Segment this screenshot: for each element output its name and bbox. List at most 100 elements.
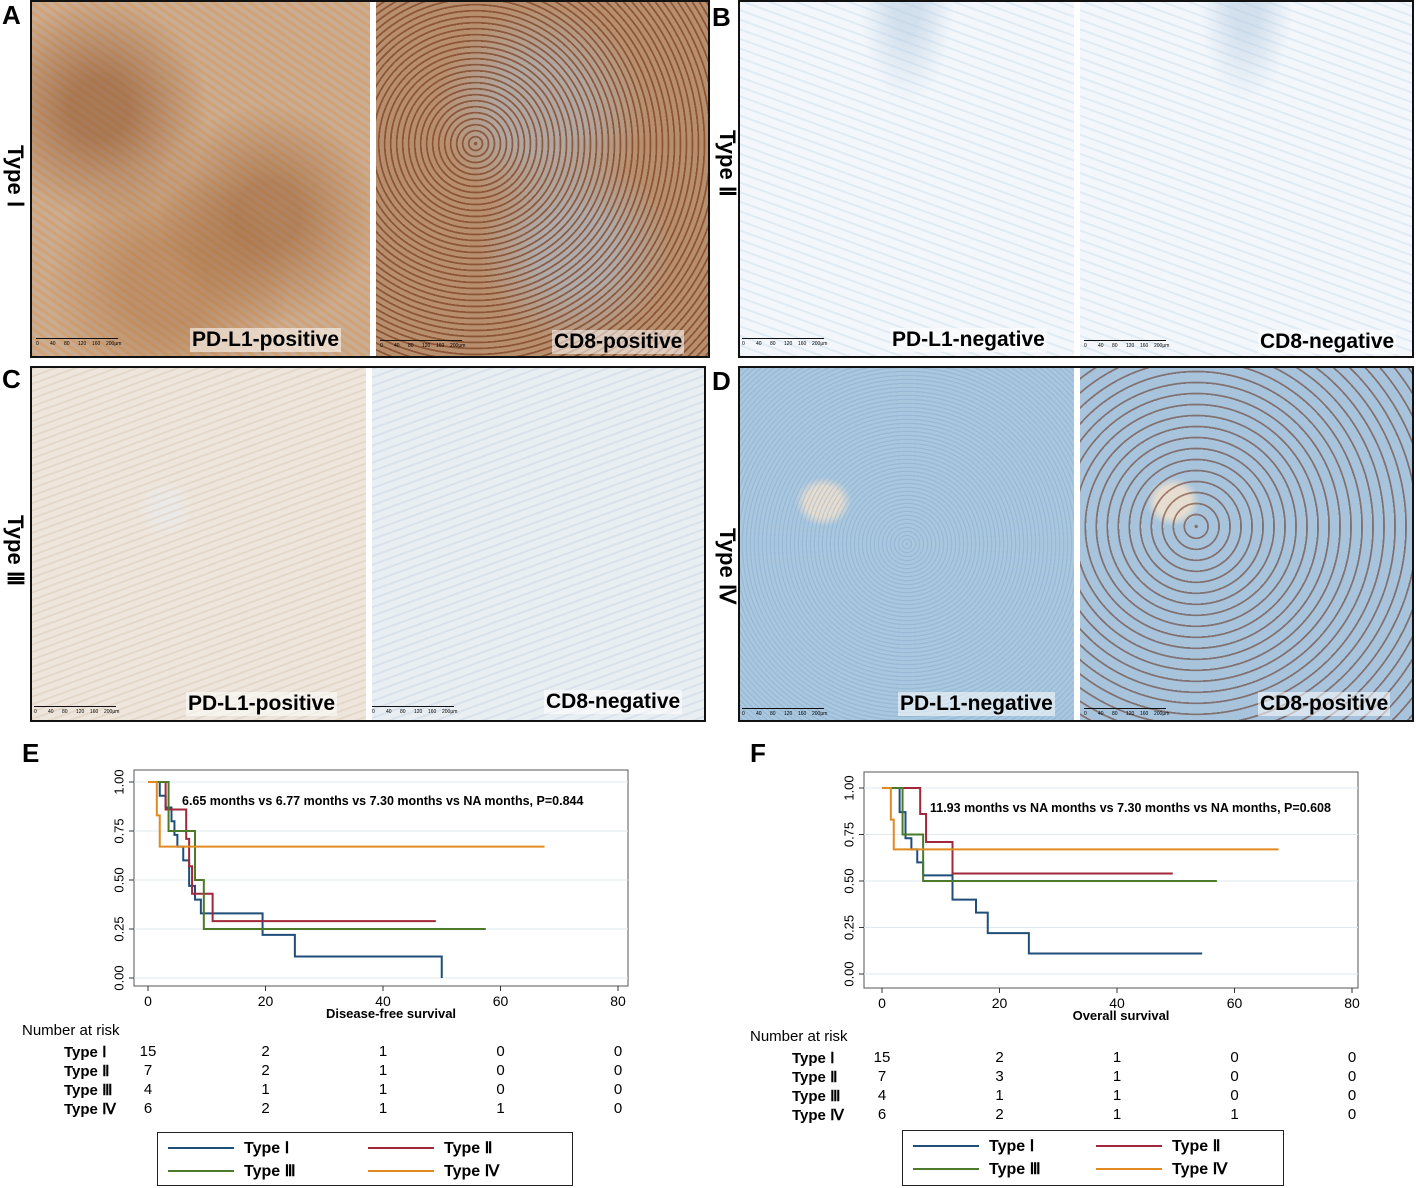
x-tick-label: 0 (878, 995, 886, 1011)
panel-letter-e: E (22, 738, 40, 768)
ihc-label-cd8: CD8-positive (552, 330, 685, 354)
x-tick-label: 0 (144, 993, 152, 1009)
panel-letter-a: A (2, 0, 21, 30)
ihc-label-pdl1: PD-L1-negative (898, 692, 1055, 716)
scale-bar-tick: 40 (50, 341, 56, 347)
x-tick-label: 80 (610, 993, 626, 1009)
type-label-c: Type Ⅲ (3, 515, 28, 586)
scale-bar-tick: 200μm (1154, 711, 1170, 717)
risk-cell: 0 (613, 1100, 623, 1117)
risk-cell: 2 (261, 1100, 270, 1117)
scale-bar-tick: 200μm (442, 709, 458, 715)
legend-item-type-2: Type Ⅱ (1096, 1136, 1220, 1156)
scale-bar-tick: 80 (770, 341, 776, 347)
legend-item-type-3: Type Ⅲ (913, 1159, 1041, 1179)
scale-bar-tick: 160 (92, 341, 101, 347)
risk-cell: 1 (995, 1087, 1004, 1104)
scale-bar-tick: 160 (436, 343, 445, 349)
risk-row-label: Type Ⅲ (792, 1088, 841, 1105)
scale-bar-tick: 80 (770, 711, 776, 717)
risk-cell: 15 (873, 1049, 891, 1066)
scale-bar-tick: 200μm (812, 711, 828, 717)
ihc-panel-b: PD-L1-negative CD8-negative 0 40 80 120 160 2… (738, 0, 1414, 358)
plot-frame (863, 771, 1359, 989)
legend-label: Type Ⅱ (444, 1140, 493, 1157)
legend-label: Type Ⅰ (989, 1138, 1035, 1155)
scale-bar-tick: 0 (372, 709, 375, 715)
risk-cell: 1 (378, 1081, 388, 1098)
y-tick-label: 0.25 (111, 916, 126, 941)
risk-cell: 2 (995, 1049, 1004, 1066)
km-chart-os: 0.00 0.25 0.50 0.75 1.00 0 20 40 60 80 Overall sur… (841, 771, 1360, 1023)
panel-letter-f: F (750, 738, 766, 768)
risk-cell: 6 (877, 1106, 887, 1123)
scale-bar-tick: 120 (76, 709, 85, 715)
scale-bar-tick: 200μm (104, 709, 120, 715)
scale-bar: 0 40 80 120 160 200μm (380, 340, 466, 351)
ihc-image-pdl1 (32, 368, 366, 720)
panel-letter-d: D (712, 366, 731, 396)
scale-bar-tick: 80 (1112, 343, 1118, 349)
ihc-panel-c: PD-L1-positive CD8-negative 0 40 80 120 160 2… (30, 366, 706, 722)
annotation: 6.65 months vs 6.77 months vs 7.30 month… (182, 794, 583, 808)
y-tick-label: 0.50 (111, 867, 126, 892)
y-tick-label: 1.00 (111, 769, 126, 794)
risk-cell: 0 (613, 1062, 623, 1079)
risk-cell: 15 (139, 1043, 157, 1060)
scale-bar-tick: 120 (784, 711, 793, 717)
x-tick-label: 60 (493, 993, 509, 1009)
ihc-image-cd8 (1080, 2, 1412, 356)
ihc-label-pdl1: PD-L1-negative (890, 328, 1047, 352)
scale-bar-tick: 120 (1126, 711, 1135, 717)
scale-bar-tick: 200μm (812, 341, 828, 347)
x-axis-label: Disease-free survival (326, 1006, 456, 1021)
risk-cell: 2 (995, 1106, 1004, 1123)
risk-row-label: Type Ⅰ (792, 1050, 835, 1067)
legend-item-type-2: Type Ⅱ (368, 1138, 492, 1158)
y-tick-label: 0.00 (841, 961, 856, 986)
risk-cell: 0 (496, 1081, 505, 1098)
y-tick-label: 0.50 (841, 868, 856, 893)
ihc-label-cd8: CD8-negative (1258, 330, 1397, 354)
scale-bar-tick: 0 (380, 343, 383, 349)
scale-bar-tick: 40 (756, 711, 762, 717)
risk-row-label: Type Ⅳ (64, 1101, 116, 1118)
legend-swatch (913, 1168, 979, 1170)
risk-cell: 1 (496, 1100, 505, 1117)
legend-label: Type Ⅳ (1172, 1161, 1228, 1178)
legend-swatch (368, 1170, 434, 1172)
panel-letter-b: B (712, 2, 731, 32)
risk-cell: 0 (1230, 1049, 1239, 1066)
legend-swatch (1096, 1145, 1162, 1147)
legend-swatch (913, 1145, 979, 1147)
ihc-label-cd8: CD8-negative (544, 690, 683, 714)
scale-bar-tick: 80 (1112, 711, 1118, 717)
scale-bar-tick: 80 (64, 341, 70, 347)
x-axis-label: Overall survival (1073, 1008, 1170, 1023)
km-curve-type-2 (148, 781, 436, 923)
panel-letter-c: C (2, 364, 21, 394)
plot-frame (133, 769, 629, 987)
ihc-label-cd8: CD8-positive (1258, 692, 1391, 716)
scale-bar-tick: 160 (90, 709, 99, 715)
scale-bar: 0 40 80 120 160 200μm (742, 708, 828, 719)
km-chart-dfs: 0.00 0.25 0.50 0.75 1.00 0 20 40 60 80 Disease-fre… (111, 769, 629, 1021)
y-tick-label: 0.75 (841, 822, 856, 847)
risk-row-label: Type Ⅱ (64, 1063, 110, 1080)
ihc-image-pdl1 (32, 2, 370, 356)
legend-swatch (168, 1170, 234, 1172)
scale-bar-tick: 200μm (1154, 343, 1170, 349)
legend-dfs: Type Ⅰ Type Ⅱ Type Ⅲ Type Ⅳ (157, 1132, 573, 1186)
x-tick-label: 60 (1227, 995, 1243, 1011)
annotation: 11.93 months vs NA months vs 7.30 months… (930, 801, 1331, 815)
risk-cell: 7 (877, 1068, 887, 1085)
scale-bar-tick: 0 (34, 709, 37, 715)
y-tick-label: 0.00 (111, 965, 126, 990)
risk-cell: 2 (261, 1062, 270, 1079)
scale-bar-tick: 40 (756, 341, 762, 347)
legend-label: Type Ⅳ (444, 1163, 500, 1180)
legend-swatch (168, 1147, 234, 1149)
risk-table-os: Number at risk Type Ⅰ 15 2 1 0 0 Type Ⅱ 7 3 1 0 0 Typ… (750, 1028, 1390, 1128)
scale-bar-tick: 200μm (450, 343, 466, 349)
risk-cell: 6 (143, 1100, 153, 1117)
